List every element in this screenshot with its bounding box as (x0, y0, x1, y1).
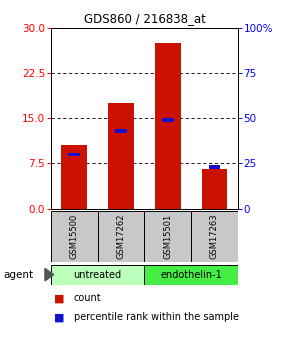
Bar (155, 43, 180, 209)
Text: agent: agent (3, 270, 33, 279)
Text: GSM17263: GSM17263 (210, 214, 219, 259)
Text: GSM15501: GSM15501 (163, 214, 172, 259)
Text: count: count (74, 294, 102, 303)
Text: GDS860 / 216838_at: GDS860 / 216838_at (84, 12, 206, 25)
Bar (144, 211, 191, 262)
Bar (51, 265, 144, 285)
Bar (68, 152, 80, 156)
Text: percentile rank within the sample: percentile rank within the sample (74, 313, 239, 322)
Bar (191, 211, 238, 262)
Text: GSM15500: GSM15500 (70, 214, 79, 259)
Bar (209, 165, 220, 169)
Text: GSM17262: GSM17262 (116, 214, 125, 259)
Bar (51, 211, 97, 262)
Text: endothelin-1: endothelin-1 (160, 270, 222, 279)
Bar (108, 103, 134, 209)
Bar (144, 265, 238, 285)
Bar (97, 211, 144, 262)
Bar (61, 145, 87, 209)
Bar (115, 129, 127, 132)
Bar (202, 169, 227, 209)
Bar (162, 118, 173, 122)
Text: ■: ■ (54, 313, 64, 322)
Polygon shape (45, 268, 54, 281)
Text: ■: ■ (54, 294, 64, 303)
Text: untreated: untreated (73, 270, 122, 279)
